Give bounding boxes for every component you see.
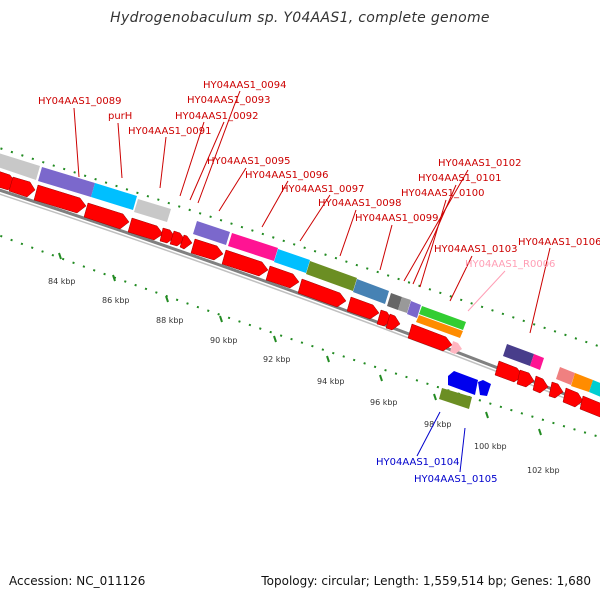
gene-label-0100: HY04AAS1_0100: [401, 188, 484, 199]
gene-arrow: [83, 202, 130, 230]
gene-label-purH: purH: [108, 111, 132, 122]
gene-arrow: [169, 230, 186, 247]
cog-block: [571, 373, 593, 392]
scale-label: 90 kbp: [210, 336, 238, 345]
gene-arrow: [179, 234, 193, 250]
gene-label-R0006: HY04AAS1_R0006: [465, 259, 555, 270]
cog-block: [274, 249, 310, 273]
gene-arrow: [33, 184, 87, 214]
forward-genes: [0, 171, 600, 418]
gene-label-0096: HY04AAS1_0096: [245, 170, 328, 181]
scale-label: 98 kbp: [424, 420, 452, 429]
cog-block: [134, 199, 171, 222]
scale-tick-ring: [0, 234, 600, 439]
gene-arrow: [579, 395, 600, 418]
cog-block: [503, 344, 534, 366]
gene-label-0104: HY04AAS1_0104: [376, 457, 459, 468]
cog-block: [228, 233, 278, 261]
scale-label: 96 kbp: [370, 398, 398, 407]
scale-label: 84 kbp: [48, 277, 76, 286]
cog-block: [353, 279, 389, 304]
cog-block: [556, 367, 575, 385]
gene-arrow: [346, 296, 380, 320]
gene-label-0101: HY04AAS1_0101: [418, 173, 501, 184]
gene-arrow: [532, 375, 549, 394]
gene-arrow: [385, 313, 401, 331]
gene-arrow: [8, 176, 36, 198]
cog-block: [416, 315, 463, 338]
cog-block: [398, 297, 411, 313]
gene-label-0092: HY04AAS1_0092: [175, 111, 258, 122]
cog-block: [530, 354, 544, 370]
gene-arrow: [221, 249, 269, 277]
cog-block: [306, 261, 357, 291]
label-leaders: [73, 90, 551, 334]
gene-label-0106: HY04AAS1_0106: [518, 237, 600, 248]
scale-label: 86 kbp: [102, 296, 130, 305]
gene-label-0103: HY04AAS1_0103: [434, 244, 517, 255]
gene-label-0091: HY04AAS1_0091: [128, 126, 211, 137]
gene-label-0093: HY04AAS1_0093: [187, 95, 270, 106]
map-title: Hydrogenobaculum sp. Y04AAS1, complete g…: [110, 10, 490, 26]
rna-label-leader: [467, 270, 506, 312]
cog-block: [407, 301, 421, 318]
gene-arrow: [516, 369, 535, 388]
cog-block: [589, 380, 600, 397]
reverse-gene-0105: [439, 388, 472, 409]
cog-blocks: [0, 153, 600, 397]
scale-label: 100 kbp: [474, 442, 507, 451]
cog-block: [38, 167, 95, 197]
scale-label: 94 kbp: [317, 377, 345, 386]
gene-label-0099: HY04AAS1_0099: [355, 213, 438, 224]
genome-info-text: Topology: circular; Length: 1,559,514 bp…: [261, 574, 591, 588]
gene-label-0095: HY04AAS1_0095: [207, 156, 290, 167]
accession-text: Accession: NC_011126: [9, 574, 146, 588]
gene-label-0102: HY04AAS1_0102: [438, 158, 521, 169]
reverse-gene-0104b: [478, 380, 491, 396]
cog-block: [91, 183, 137, 210]
gene-arrow: [297, 278, 347, 308]
rna-gene-arrow: [450, 341, 462, 354]
scale-labels: 84 kbp 86 kbp 88 kbp 90 kbp 92 kbp 94 kb…: [48, 277, 560, 475]
gene-arrow: [190, 238, 224, 261]
reverse-label-leaders: [416, 411, 466, 473]
scale-label: 88 kbp: [156, 316, 184, 325]
scale-label: 102 kbp: [527, 466, 560, 475]
cog-block: [0, 153, 40, 180]
cog-block: [193, 221, 230, 245]
scale-ticks: [58, 252, 542, 436]
gene-arrow: [407, 323, 453, 352]
gene-label-0094: HY04AAS1_0094: [203, 80, 286, 91]
cog-block: [387, 293, 402, 310]
gene-arrow: [548, 381, 564, 399]
gene-label-0089: HY04AAS1_0089: [38, 96, 121, 107]
gene-arrow: [265, 265, 300, 289]
gene-arrow: [562, 387, 584, 408]
gene-label-group: HY04AAS1_0089 purH HY04AAS1_0091 HY04AAS…: [38, 80, 600, 485]
genome-backbone-shadow: [0, 193, 600, 413]
cog-block: [419, 306, 466, 330]
scale-label: 92 kbp: [263, 355, 291, 364]
gene-arrow: [127, 217, 164, 241]
gene-label-0098: HY04AAS1_0098: [318, 198, 401, 209]
gene-label-0105: HY04AAS1_0105: [414, 474, 497, 485]
gene-label-0097: HY04AAS1_0097: [281, 184, 364, 195]
reverse-gene-0104: [448, 371, 478, 395]
